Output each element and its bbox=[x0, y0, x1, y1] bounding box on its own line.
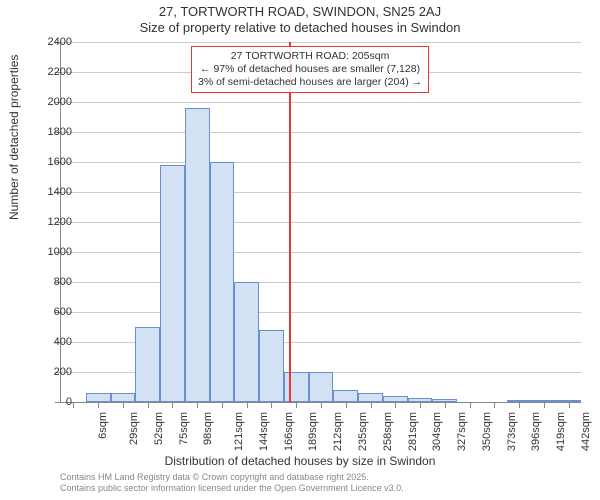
gridline bbox=[61, 282, 581, 283]
chart-container: 27, TORTWORTH ROAD, SWINDON, SN25 2AJ Si… bbox=[0, 0, 600, 500]
footer-line2: Contains public sector information licen… bbox=[60, 483, 404, 494]
x-tick-label: 6sqm bbox=[97, 412, 109, 439]
x-tick bbox=[73, 402, 74, 408]
x-tick-label: 304sqm bbox=[431, 412, 443, 451]
y-tick-label: 1400 bbox=[48, 186, 72, 198]
x-tick-label: 212sqm bbox=[332, 412, 344, 451]
x-tick-label: 258sqm bbox=[382, 412, 394, 451]
chart-title-sub: Size of property relative to detached ho… bbox=[0, 20, 600, 35]
x-tick bbox=[296, 402, 297, 408]
gridline bbox=[61, 222, 581, 223]
histogram-bar bbox=[234, 282, 259, 402]
x-axis-title: Distribution of detached houses by size … bbox=[0, 454, 600, 468]
y-tick-label: 800 bbox=[54, 276, 72, 288]
histogram-bar bbox=[185, 108, 210, 402]
x-tick-label: 52sqm bbox=[153, 412, 165, 445]
x-tick-label: 75sqm bbox=[178, 412, 190, 445]
x-tick-label: 189sqm bbox=[308, 412, 320, 451]
footer-attribution: Contains HM Land Registry data © Crown c… bbox=[60, 472, 404, 494]
gridline bbox=[61, 102, 581, 103]
histogram-bar bbox=[160, 165, 185, 402]
annotation-box: 27 TORTWORTH ROAD: 205sqm ← 97% of detac… bbox=[191, 46, 429, 93]
x-tick bbox=[569, 402, 570, 408]
gridline bbox=[61, 192, 581, 193]
x-tick-label: 144sqm bbox=[258, 412, 270, 451]
histogram-bar bbox=[210, 162, 235, 402]
x-tick bbox=[172, 402, 173, 408]
x-tick-label: 98sqm bbox=[202, 412, 214, 445]
x-tick bbox=[123, 402, 124, 408]
x-tick bbox=[197, 402, 198, 408]
x-tick-label: 281sqm bbox=[407, 412, 419, 451]
x-tick bbox=[544, 402, 545, 408]
x-tick bbox=[470, 402, 471, 408]
x-tick bbox=[98, 402, 99, 408]
chart-title-main: 27, TORTWORTH ROAD, SWINDON, SN25 2AJ bbox=[0, 4, 600, 19]
histogram-bar bbox=[86, 393, 111, 402]
x-tick bbox=[519, 402, 520, 408]
y-tick-label: 600 bbox=[54, 306, 72, 318]
x-tick-label: 419sqm bbox=[555, 412, 567, 451]
gridline bbox=[61, 252, 581, 253]
x-tick-label: 373sqm bbox=[506, 412, 518, 451]
histogram-bar bbox=[135, 327, 160, 402]
histogram-bar bbox=[358, 393, 383, 402]
x-tick bbox=[420, 402, 421, 408]
histogram-bar bbox=[284, 372, 309, 402]
x-tick bbox=[371, 402, 372, 408]
plot-area: 27 TORTWORTH ROAD: 205sqm ← 97% of detac… bbox=[60, 42, 581, 403]
x-tick-label: 121sqm bbox=[233, 412, 245, 451]
annotation-line2: ← 97% of detached houses are smaller (7,… bbox=[198, 63, 422, 76]
x-tick bbox=[346, 402, 347, 408]
y-tick-label: 1000 bbox=[48, 246, 72, 258]
y-tick-label: 200 bbox=[54, 366, 72, 378]
x-tick-label: 235sqm bbox=[357, 412, 369, 451]
annotation-line3: 3% of semi-detached houses are larger (2… bbox=[198, 76, 422, 89]
y-tick-label: 1600 bbox=[48, 156, 72, 168]
gridline bbox=[61, 132, 581, 133]
y-tick-label: 1200 bbox=[48, 216, 72, 228]
x-tick bbox=[321, 402, 322, 408]
y-axis-title: Number of detached properties bbox=[7, 55, 21, 220]
gridline bbox=[61, 42, 581, 43]
x-tick bbox=[395, 402, 396, 408]
y-tick bbox=[55, 402, 61, 403]
y-tick-label: 400 bbox=[54, 336, 72, 348]
gridline bbox=[61, 162, 581, 163]
annotation-line1: 27 TORTWORTH ROAD: 205sqm bbox=[198, 50, 422, 63]
x-tick bbox=[148, 402, 149, 408]
y-tick-label: 2000 bbox=[48, 96, 72, 108]
histogram-bar bbox=[259, 330, 284, 402]
x-tick-label: 350sqm bbox=[481, 412, 493, 451]
x-tick bbox=[247, 402, 248, 408]
x-tick bbox=[222, 402, 223, 408]
x-tick-label: 327sqm bbox=[456, 412, 468, 451]
x-tick bbox=[271, 402, 272, 408]
x-tick bbox=[445, 402, 446, 408]
x-tick bbox=[494, 402, 495, 408]
x-tick-label: 396sqm bbox=[530, 412, 542, 451]
histogram-bar bbox=[333, 390, 358, 402]
x-tick-label: 29sqm bbox=[128, 412, 140, 445]
y-tick-label: 0 bbox=[66, 396, 72, 408]
histogram-bar bbox=[309, 372, 334, 402]
gridline bbox=[61, 312, 581, 313]
footer-line1: Contains HM Land Registry data © Crown c… bbox=[60, 472, 404, 483]
y-tick-label: 2200 bbox=[48, 66, 72, 78]
y-tick-label: 2400 bbox=[48, 36, 72, 48]
x-tick-label: 442sqm bbox=[580, 412, 592, 451]
reference-line bbox=[289, 42, 291, 402]
x-tick-label: 166sqm bbox=[283, 412, 295, 451]
histogram-bar bbox=[111, 393, 136, 402]
y-tick-label: 1800 bbox=[48, 126, 72, 138]
